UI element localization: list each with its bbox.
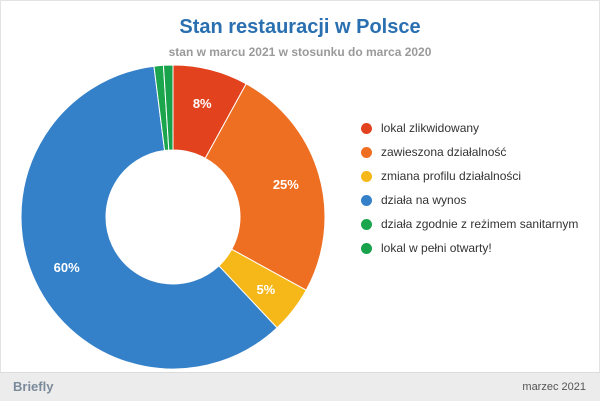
legend: lokal zlikwidowany zawieszona działalnoś… xyxy=(361,116,596,260)
legend-item-lokal-zlikwidowany[interactable]: lokal zlikwidowany xyxy=(361,116,596,140)
legend-dot-icon xyxy=(361,218,372,230)
slice-label-2: 5% xyxy=(256,282,275,297)
brand-logo-text: Briefly xyxy=(13,379,54,394)
legend-item-dziala-zgodnie-z-rezimem[interactable]: działa zgodnie z reżimem sanitarnym xyxy=(361,212,596,236)
legend-dot-icon xyxy=(361,242,372,254)
legend-label: zmiana profilu działalności xyxy=(381,169,522,183)
footer-bar: Briefly marzec 2021 xyxy=(0,372,600,401)
chart-title: Stan restauracji w Polsce xyxy=(179,16,421,38)
legend-item-dziala-na-wynos[interactable]: działa na wynos xyxy=(361,188,596,212)
slice-label-3: 60% xyxy=(54,260,80,275)
legend-label: działa na wynos xyxy=(381,193,467,207)
slice-1[interactable] xyxy=(204,83,326,291)
legend-dot-icon xyxy=(361,170,372,182)
legend-label: lokal zlikwidowany xyxy=(381,121,480,135)
legend-label: zawieszona działalność xyxy=(381,145,507,159)
legend-label: działa zgodnie z reżimem sanitarnym xyxy=(381,217,579,231)
slice-label-0: 8% xyxy=(193,96,212,111)
slice-5[interactable] xyxy=(162,64,174,151)
legend-item-zawieszona-dzialalnosc[interactable]: zawieszona działalność xyxy=(361,140,596,164)
slice-label-1: 25% xyxy=(273,177,299,192)
legend-item-lokal-w-pelni-otwarty[interactable]: lokal w pełni otwarty! xyxy=(361,236,596,260)
legend-dot-icon xyxy=(361,194,372,206)
slice-3[interactable] xyxy=(20,65,278,370)
footer-date: marzec 2021 xyxy=(522,381,586,393)
legend-label: lokal w pełni otwarty! xyxy=(381,241,492,255)
legend-item-zmiana-profilu[interactable]: zmiana profilu działalności xyxy=(361,164,596,188)
legend-dot-icon xyxy=(361,122,372,134)
chart-subtitle: stan w marcu 2021 w stosunku do marca 20… xyxy=(168,45,432,59)
legend-dot-icon xyxy=(361,146,372,158)
